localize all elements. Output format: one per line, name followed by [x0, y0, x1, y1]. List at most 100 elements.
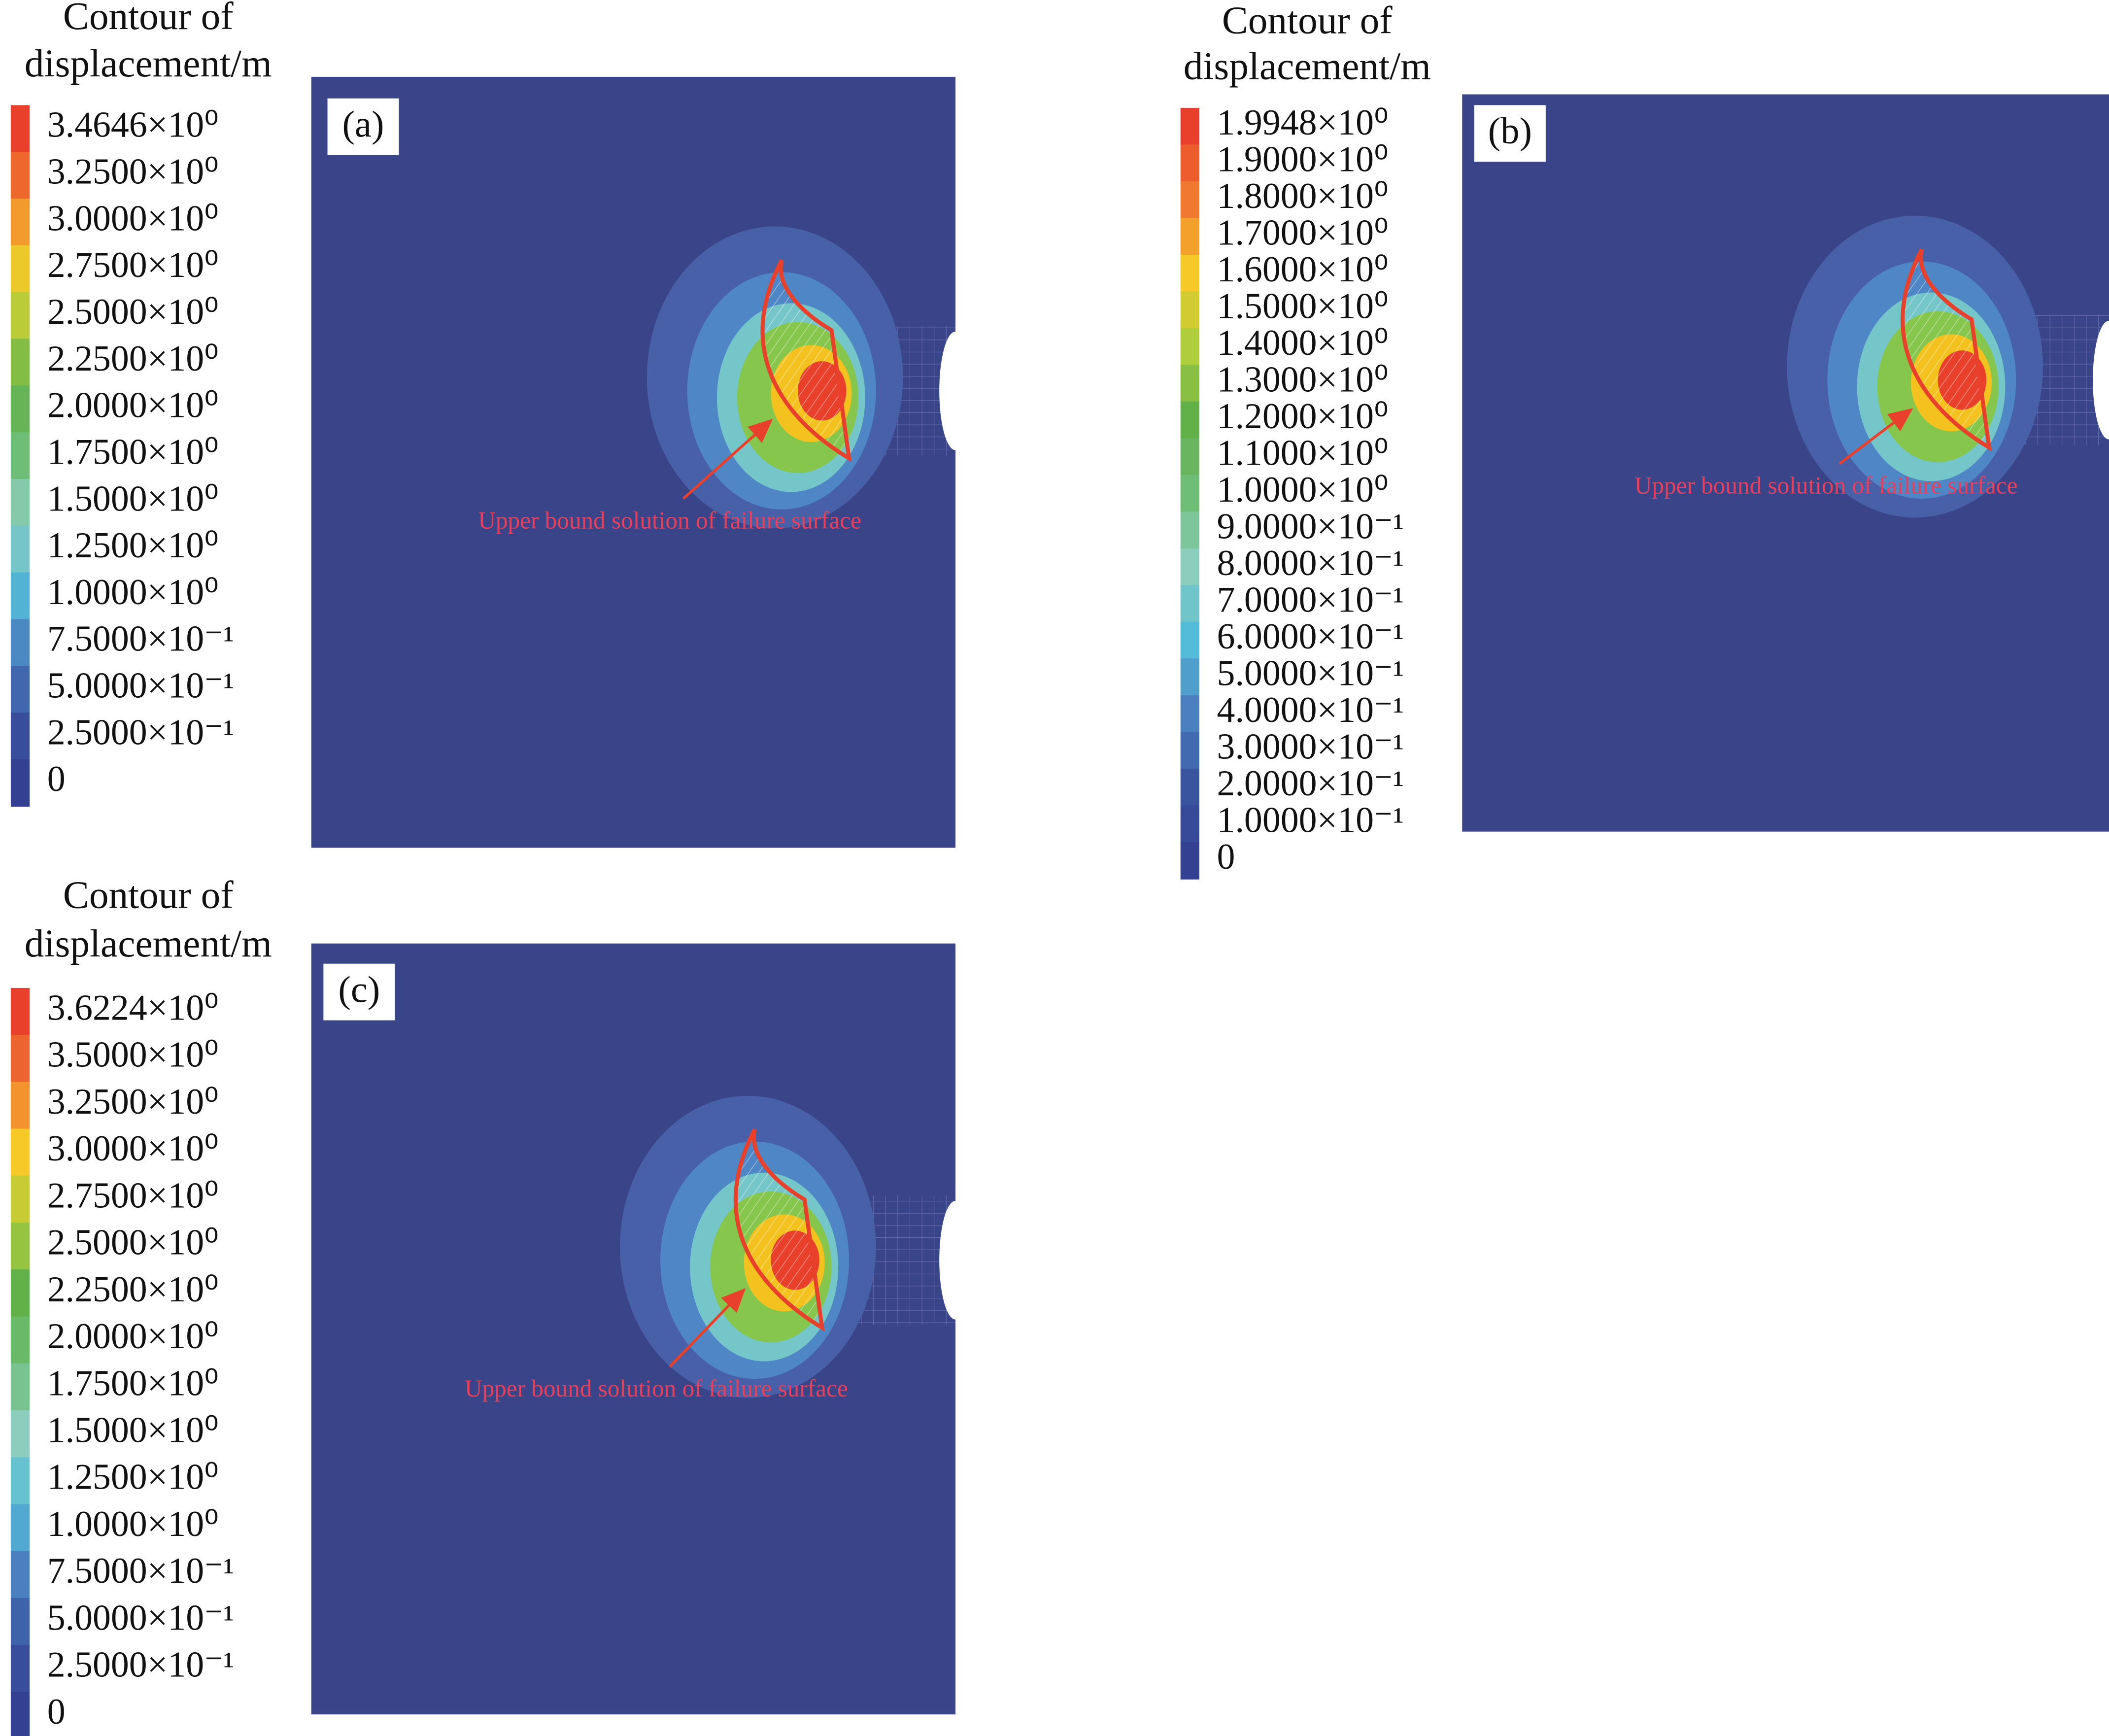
legend-title: displacement/m [1184, 44, 1431, 88]
legend-band [1180, 291, 1199, 329]
legend-label: 9.0000×10⁻¹ [1217, 506, 1404, 546]
legend-label: 2.5000×10⁰ [47, 291, 219, 332]
tunnel-opening [939, 331, 955, 450]
legend-label: 2.7500×10⁰ [47, 1175, 219, 1215]
failure-surface [1901, 248, 1992, 452]
legend-label: 4.0000×10⁻¹ [1217, 689, 1404, 730]
legend-title: displacement/m [25, 42, 272, 85]
panel: Contour of displacement/m 3.6224×10⁰ 3.5000… [10, 874, 955, 1736]
panel: Contour of displacement/m 3.4646×10⁰ 3.2500… [10, 0, 955, 848]
legend-label: 0 [1217, 836, 1235, 877]
legend-band [10, 385, 30, 433]
legend-band [10, 1128, 30, 1177]
legend-band [10, 759, 30, 807]
legend-band [1180, 658, 1199, 696]
legend-label: 1.2500×10⁰ [47, 525, 219, 565]
legend-band [10, 1410, 30, 1458]
legend-title: Contour of [1222, 0, 1393, 42]
legend-band [10, 1223, 30, 1270]
legend-label: 2.7500×10⁰ [47, 244, 219, 285]
legend-band [1180, 401, 1199, 439]
legend-band [1180, 181, 1199, 219]
legend-label: 1.6000×10⁰ [1217, 249, 1389, 289]
legend-band [10, 152, 30, 200]
legend-band [10, 713, 30, 760]
legend-band [10, 1692, 30, 1736]
legend-band [1180, 768, 1199, 806]
legend-band [10, 1082, 30, 1129]
legend-band [1180, 621, 1199, 659]
legend-label: 3.5000×10⁰ [47, 1034, 219, 1075]
legend-band [1180, 805, 1199, 843]
failure-region [735, 1129, 822, 1328]
annotation: Upper bound solution of failure surface [465, 1375, 848, 1402]
legend-label: 7.5000×10⁻¹ [47, 1550, 235, 1591]
legend-band [10, 666, 30, 714]
legend-band [1180, 475, 1199, 512]
legend-label: 3.2500×10⁰ [47, 1081, 219, 1122]
annotation: Upper bound solution of failure surface [1634, 472, 2018, 499]
legend-label: 1.0000×10⁻¹ [1217, 800, 1404, 840]
legend-label: 3.0000×10⁰ [47, 198, 219, 238]
legend-label: 2.5000×10⁰ [47, 1222, 219, 1262]
legend-band [1180, 107, 1199, 145]
legend-band [1180, 548, 1199, 586]
legend-label: 1.9000×10⁰ [1217, 139, 1389, 179]
legend-band [10, 1363, 30, 1411]
failure-surface [760, 259, 852, 462]
panel-label: (c) [338, 968, 380, 1010]
label-box [327, 98, 399, 155]
legend-label: 1.2500×10⁰ [47, 1457, 219, 1497]
legend-band [1180, 511, 1199, 549]
legend-label: 5.0000×10⁻¹ [47, 665, 235, 706]
legend-band [1180, 438, 1199, 476]
legend-band [1180, 842, 1199, 880]
legend-label: 1.7500×10⁰ [47, 431, 219, 472]
legend-label: 5.0000×10⁻¹ [47, 1597, 235, 1637]
legend-label: 1.4000×10⁰ [1217, 322, 1389, 363]
legend-band [10, 245, 30, 293]
legend-band [10, 1316, 30, 1364]
legend-band [10, 1269, 30, 1317]
legend-label: 1.1000×10⁰ [1217, 433, 1389, 473]
model-domain [311, 943, 955, 1715]
legend-label: 2.5000×10⁻¹ [47, 1644, 235, 1685]
panel-label: (a) [342, 103, 384, 145]
legend-band [10, 478, 30, 527]
tunnel-opening [939, 1201, 955, 1320]
arrow [669, 1288, 746, 1368]
legend-band [1180, 365, 1199, 403]
legend-band [10, 292, 30, 340]
legend-band [10, 572, 30, 620]
legend-label: 2.0000×10⁰ [47, 1316, 219, 1356]
legend-band [10, 1598, 30, 1646]
legend-label: 1.8000×10⁰ [1217, 175, 1389, 216]
arrow [1838, 408, 1913, 465]
legend-band [10, 1504, 30, 1552]
legend-band [10, 1457, 30, 1505]
failure-region [762, 260, 849, 458]
legend-band [10, 1645, 30, 1693]
failure-surface [733, 1128, 825, 1332]
legend-title: Contour of [63, 0, 234, 38]
legend-label: 3.4646×10⁰ [47, 104, 219, 145]
legend-band [1180, 328, 1199, 366]
annotation: Upper bound solution of failure surface [478, 507, 861, 534]
legend-label: 6.0000×10⁻¹ [1217, 616, 1404, 656]
legend-band [10, 987, 30, 1036]
label-box [323, 963, 395, 1021]
legend-band [10, 619, 30, 667]
legend-label: 5.0000×10⁻¹ [1217, 653, 1404, 693]
legend-band [1180, 585, 1199, 623]
legend-band [1180, 695, 1199, 733]
legend-label: 0 [47, 758, 66, 799]
legend-label: 1.5000×10⁰ [1217, 286, 1389, 326]
legend-band [10, 1035, 30, 1083]
legend-label: 2.2500×10⁰ [47, 1269, 219, 1309]
legend-band [10, 339, 30, 386]
legend-label: 1.3000×10⁰ [1217, 359, 1389, 400]
legend-title: Contour of [63, 874, 234, 917]
legend-band [10, 105, 30, 153]
